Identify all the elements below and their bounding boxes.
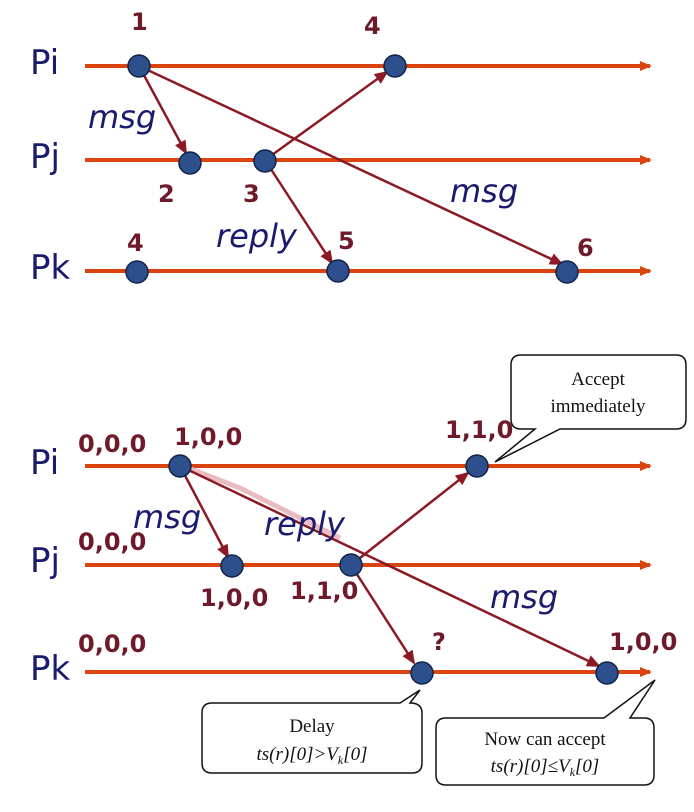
callout-accept-line2: immediately (551, 396, 646, 417)
vector-clock: 1,0,0 (200, 584, 268, 612)
event-node (253, 149, 277, 173)
top-diagram: Pi Pj Pk 1 4 2 3 4 5 6 msg msg reply (30, 8, 652, 288)
reply-label: reply (216, 217, 298, 255)
event-node (125, 260, 149, 284)
arrow-reply-3-to-5 (263, 159, 334, 265)
event-number: 3 (243, 180, 260, 208)
event-node (465, 454, 489, 478)
vector-clock-initial-pj: 0,0,0 (78, 528, 146, 556)
highlight-stroke (182, 463, 342, 541)
event-node (127, 54, 151, 78)
vector-clock-initial-pk: 0,0,0 (78, 630, 146, 658)
event-node (178, 151, 202, 175)
vector-clock: 1,1,0 (445, 416, 513, 444)
arrow-reply-pj-to-pi (350, 471, 470, 566)
event-number: 5 (338, 227, 355, 255)
event-node (326, 259, 350, 283)
process-label-pk: Pk (30, 649, 71, 689)
event-node (339, 553, 363, 577)
vector-clock: 1,1,0 (290, 577, 358, 605)
event-node (168, 454, 192, 478)
arrow-msg-1-to-2 (137, 65, 188, 155)
callout-now-line2: ts(r)[0]≤Vk[0] (491, 756, 600, 779)
arrow-msg-pi-to-pj (178, 465, 230, 559)
arrow-msg-pi-to-pk (179, 464, 601, 668)
arrow-msg-1-to-6 (138, 64, 564, 266)
msg-label: msg (490, 578, 558, 616)
event-number: 6 (577, 234, 594, 262)
callout-now-accept: Now can accept ts(r)[0]≤Vk[0] (435, 679, 656, 786)
event-number: 4 (364, 12, 381, 40)
msg-label: msg (88, 98, 156, 136)
process-label-pk: Pk (30, 248, 71, 288)
process-label-pj: Pj (30, 137, 60, 177)
arrow-3-to-4 (264, 70, 389, 162)
process-label-pj: Pj (30, 541, 60, 581)
event-node (383, 54, 407, 78)
vector-clock: 1,0,0 (174, 423, 242, 451)
vector-clock: ? (432, 628, 446, 656)
msg-label: msg (450, 172, 518, 210)
vector-clock: 1,0,0 (609, 628, 677, 656)
process-label-pi: Pi (30, 43, 59, 83)
reply-label: reply (264, 505, 346, 543)
callout-accept-line1: Accept (571, 369, 626, 390)
callout-accept: Accept immediately (494, 354, 687, 463)
event-node (220, 554, 244, 578)
bottom-diagram: Accept immediately Pi Pj Pk 0,0,0 0,0,0 … (30, 354, 687, 786)
event-node (555, 260, 579, 284)
event-node (595, 661, 619, 685)
msg-label: msg (133, 498, 201, 536)
arrow-pj-to-pk (349, 564, 416, 665)
callout-delay-line1: Delay (289, 716, 335, 737)
event-number: 1 (131, 8, 148, 36)
process-label-pi: Pi (30, 443, 59, 483)
callout-delay-line2: ts(r)[0]>Vk[0] (256, 744, 367, 767)
event-number: 4 (127, 229, 144, 257)
callout-delay: Delay ts(r)[0]>Vk[0] (201, 689, 423, 774)
event-number: 2 (158, 180, 175, 208)
vector-clock-initial-pi: 0,0,0 (78, 430, 146, 458)
callout-now-line1: Now can accept (484, 729, 606, 750)
event-node (410, 661, 434, 685)
